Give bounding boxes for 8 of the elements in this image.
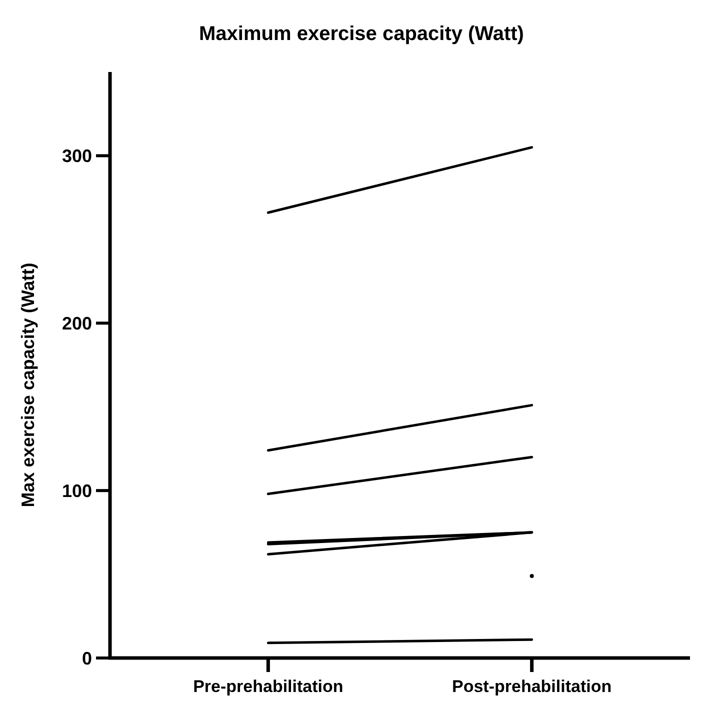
x-tick-label: Post-prehabilitation bbox=[452, 677, 612, 696]
x-tick-label: Pre-prehabilitation bbox=[193, 677, 344, 696]
y-tick-label: 300 bbox=[62, 146, 92, 166]
chart-title: Maximum exercise capacity (Watt) bbox=[199, 23, 524, 45]
y-tick-label: 200 bbox=[62, 313, 92, 334]
y-tick-label: 0 bbox=[82, 648, 92, 668]
y-tick-label: 100 bbox=[62, 480, 92, 501]
y-axis-title: Max exercise capacity (Watt) bbox=[18, 262, 38, 508]
